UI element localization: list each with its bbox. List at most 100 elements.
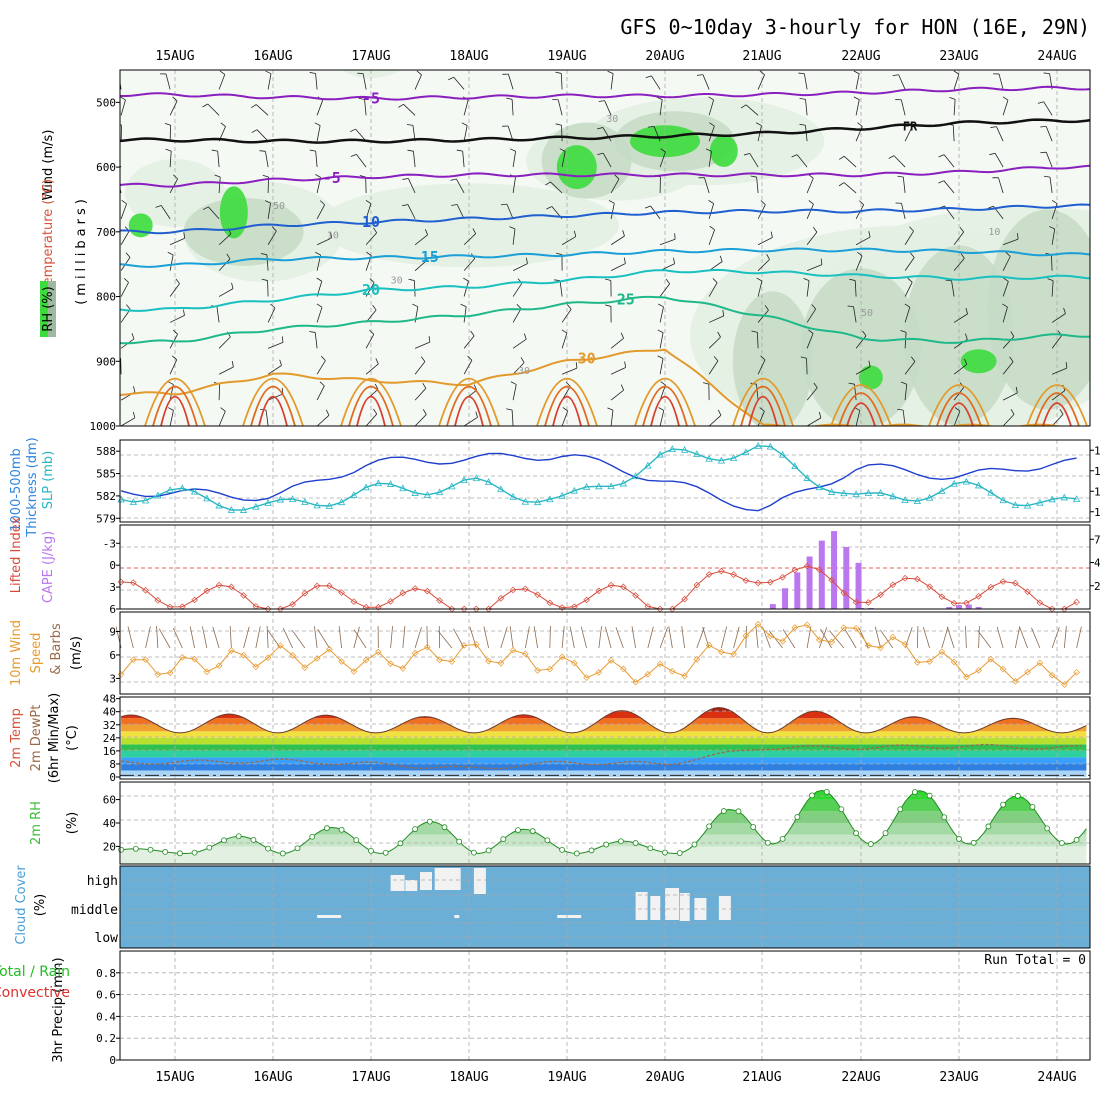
- wind-barb: [550, 181, 563, 194]
- wind-barb-flag: [607, 407, 614, 411]
- date-tick-bottom: 15AUG: [155, 1070, 194, 1085]
- date-tick-bottom: 23AUG: [939, 1070, 978, 1085]
- wind-barb: [413, 151, 416, 168]
- wind-barb: [1051, 414, 1064, 426]
- wind-barb-flag: [555, 123, 562, 126]
- temp-band: [121, 763, 1087, 771]
- rh-marker: [912, 789, 918, 795]
- surface-barb: [829, 630, 845, 649]
- wind-speed-line: [120, 623, 1077, 686]
- wind-barb: [806, 387, 818, 401]
- surface-barb: [696, 627, 705, 649]
- wind-barb-flag: [475, 411, 478, 418]
- wind-barb-flag: [202, 206, 209, 210]
- wind-barb: [1051, 280, 1054, 297]
- tick-label: 24: [103, 732, 117, 745]
- wind-barb-flag: [448, 76, 454, 81]
- isotherm-labels: -5 FR -5 10 15 20 25 30 10 50 30 30 10 50 30: [273, 89, 1000, 377]
- wind-barb-flag: [506, 97, 513, 100]
- wind-barb: [904, 282, 913, 297]
- wind-barb-flag: [1044, 175, 1051, 178]
- wind-barb: [1002, 238, 1019, 246]
- tick-label: 600: [96, 161, 116, 174]
- slp-line: [120, 445, 1077, 511]
- rh-band: [121, 823, 1087, 835]
- wind-barb-flag: [798, 72, 805, 75]
- cloud-cell: [390, 875, 405, 891]
- wind-barb: [659, 238, 676, 246]
- wind-barb: [560, 73, 563, 90]
- wind-barb: [561, 151, 566, 168]
- wind-barb-flag: [369, 329, 375, 335]
- panel-cloud-cover-frame: [119, 865, 1091, 949]
- surface-barb: [1031, 627, 1041, 649]
- wind-barb-flag: [369, 278, 375, 283]
- li-marker: [1048, 605, 1056, 613]
- rh-marker: [897, 806, 904, 813]
- rh-marker: [838, 806, 845, 813]
- wind-barb-flag: [604, 278, 611, 281]
- warm-isotherm: [454, 395, 484, 426]
- wind-barb-flag: [849, 278, 856, 281]
- warm-isotherm: [160, 395, 190, 426]
- wind-barb-flag: [165, 148, 172, 152]
- wind-barb: [169, 254, 174, 271]
- rh-band: [121, 799, 1087, 812]
- surface-barb: [782, 629, 796, 649]
- wind-barb: [218, 258, 231, 271]
- wind-barb: [806, 333, 814, 349]
- wind-barb-flag: [123, 277, 129, 283]
- rh-marker: [426, 818, 433, 825]
- wind-barb: [120, 309, 131, 323]
- rh-marker: [191, 849, 198, 856]
- wind-barb-flag: [910, 252, 915, 258]
- rh-marker: [485, 847, 492, 854]
- panel-cloud-cover: high middle low: [71, 865, 1091, 949]
- surface-barb: [267, 629, 281, 649]
- wind-barb: [904, 384, 908, 401]
- cloud-sky-background: [120, 866, 1090, 948]
- rh-marker: [853, 830, 859, 837]
- wind-barb-flag: [900, 381, 907, 385]
- rh-marker: [412, 826, 419, 833]
- surface-barb: [806, 626, 812, 649]
- surface-barb: [127, 626, 134, 649]
- surface-barb: [229, 626, 232, 649]
- panel-10m-wind-frame: [119, 611, 1091, 695]
- surface-barb: [172, 627, 183, 649]
- wind-barb-flag: [862, 330, 867, 337]
- wind-barb-flag: [372, 304, 377, 311]
- wind-barb-flag: [660, 381, 666, 386]
- wind-barb: [267, 365, 282, 375]
- wind-barb-flag: [965, 308, 969, 314]
- warm-isotherm: [340, 378, 402, 426]
- wind-barb: [316, 414, 330, 426]
- wind-barb: [855, 410, 861, 426]
- tick-label: 585: [96, 468, 116, 481]
- wind-barb: [610, 367, 626, 375]
- slp-marker: [791, 462, 799, 470]
- li-marker: [803, 562, 811, 570]
- wind-barb: [561, 236, 577, 246]
- wind-barb-flag: [231, 282, 234, 289]
- wind-barb-flag: [620, 384, 625, 391]
- wind-barb-flag: [575, 362, 578, 369]
- wind-barb-flag: [421, 356, 426, 362]
- wind-barb: [316, 100, 324, 116]
- wind-barb: [806, 358, 808, 375]
- wind-barb: [165, 73, 171, 90]
- rh-area: [904, 245, 1014, 426]
- wind-barb: [1045, 152, 1053, 168]
- wind-barb: [169, 410, 174, 426]
- wind-barb: [218, 366, 234, 375]
- wind-barb-flag: [350, 153, 357, 157]
- wind-barb-flag: [309, 149, 316, 152]
- label-10m-wind: 10m Wind: [9, 620, 24, 686]
- rh-marker: [720, 808, 727, 814]
- wind-barb: [512, 151, 516, 168]
- wind-barb: [120, 203, 127, 220]
- wind-barb-flag: [554, 279, 561, 282]
- warm-isotherm: [838, 392, 884, 426]
- wind-barb: [561, 367, 578, 375]
